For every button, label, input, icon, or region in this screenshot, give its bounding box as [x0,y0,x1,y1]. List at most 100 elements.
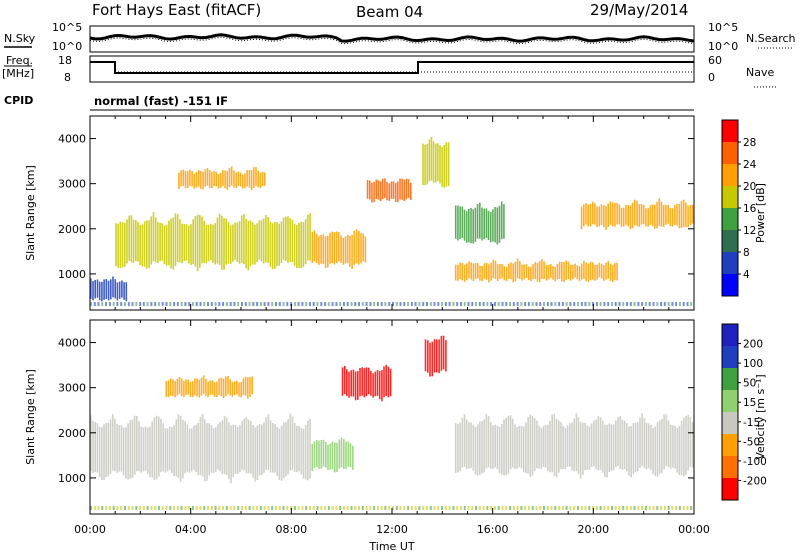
echo-cell [274,221,276,269]
echo-cell [237,171,240,186]
echo-cell [174,380,176,398]
echo-cell [605,206,607,230]
echo-band [115,212,311,272]
echo-cell [252,506,255,510]
echo-cell [683,417,685,477]
echo-cell [158,416,160,477]
echo-cell [297,506,300,510]
echo-cell [667,302,670,306]
echo-band [454,201,505,245]
echo-cell [622,302,625,306]
echo-cell [459,262,461,280]
echo-cell [585,203,587,225]
echo-cell [660,201,663,227]
echo-cell [304,425,307,480]
echo-cell [691,422,694,468]
echo-cell [354,371,357,401]
echo-cell [551,414,553,473]
echo-cell [93,302,96,306]
echo-cell [614,506,617,510]
echo-cell [346,234,349,264]
echo-cell [578,266,581,282]
echo-cell [682,199,685,228]
echo-cell [606,424,608,478]
echo-cell [459,422,461,472]
echo-cell [126,219,128,264]
echo-cell [589,203,592,227]
echo-cell [150,216,153,265]
echo-cell [678,425,681,475]
echo-cell [477,263,479,279]
echo-cell [350,370,352,397]
nave-right-tick-bottom: 0 [708,71,715,84]
x-tick-label: 12:00 [376,523,408,536]
echo-cell [661,419,663,473]
echo-cell [324,302,327,306]
echo-cell [685,416,687,475]
echo-cell [365,506,368,510]
colorbar-segment [722,346,738,369]
echo-cell [170,218,172,269]
echo-cell [242,378,245,396]
echo-cell [293,423,296,472]
echo-cell [373,506,376,510]
echo-cell [424,339,427,372]
echo-cell [555,419,558,478]
echo-cell [433,339,436,373]
echo-cell [545,264,548,281]
echo-cell [370,370,372,396]
echo-cell [685,202,687,227]
echo-cell [355,229,358,264]
echo-cell [463,506,466,510]
echo-cell [690,302,693,306]
echo-cell [258,424,261,476]
echo-cell [641,506,644,510]
echo-cell [375,179,378,199]
echo-cell [188,506,191,510]
echo-cell [308,506,311,510]
echo-cell [227,221,230,264]
noise-sky-line [89,33,695,43]
echo-cell [689,417,692,467]
echo-cell [204,419,206,482]
echo-cell [127,423,129,480]
echo-cell [527,302,530,306]
echo-band [366,178,412,203]
echo-cell [186,424,189,472]
echo-cell [452,302,455,306]
echo-cell [594,203,596,225]
echo-cell [492,425,494,469]
echo-cell [383,366,385,398]
echo-cell [195,172,198,188]
echo-band [311,437,354,473]
echo-cell [200,171,202,189]
echo-cell [591,201,594,225]
echo-cell [633,302,636,306]
echo-cell [176,214,179,263]
echo-cell [139,302,142,306]
echo-cell [191,302,194,306]
echo-cell [129,420,132,479]
echo-cell [358,231,360,265]
echo-cell [282,302,285,306]
echo-cell [267,217,269,263]
echo-cell [637,422,639,472]
echo-cell [407,506,410,510]
echo-cell [168,426,171,471]
echo-cell [611,265,614,282]
echo-cell [432,141,435,183]
echo-cell [605,262,607,280]
echo-cell [327,235,329,268]
echo-cell [584,302,587,306]
echo-cell [682,302,685,306]
echo-cell [429,302,432,306]
echo-cell [569,506,572,510]
echo-cell [123,282,125,300]
echo-cell [293,506,296,510]
echo-cell [587,204,589,227]
echo-cell [401,178,403,200]
echo-cell [588,426,591,470]
echo-cell [441,302,444,306]
echo-cell [316,439,318,467]
echo-cell [479,421,481,475]
